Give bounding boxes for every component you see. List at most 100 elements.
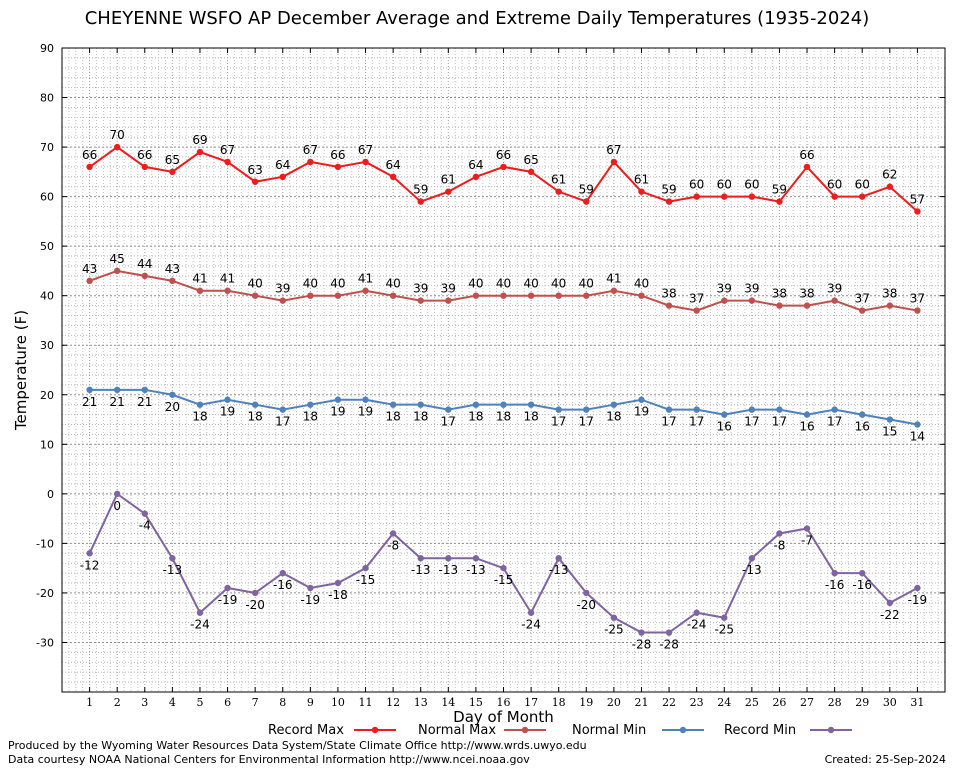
normal-min-point <box>362 396 369 403</box>
record-max-data-label: 64 <box>385 158 400 172</box>
record-max-data-label: 60 <box>855 178 870 192</box>
x-tick-label: 13 <box>414 696 428 709</box>
record-min-data-label: -22 <box>880 608 900 622</box>
record-min-point <box>527 609 535 616</box>
record-min-data-label: -19 <box>908 593 928 607</box>
record-max-point <box>307 158 314 166</box>
record-min-point <box>334 579 342 587</box>
normal-min-data-label: 18 <box>413 410 428 424</box>
record-max-point <box>886 183 894 190</box>
normal-min-data-label: 18 <box>385 410 400 424</box>
record-min-point <box>472 555 480 562</box>
normal-min-point <box>914 421 921 428</box>
record-max-data-label: 65 <box>165 153 180 167</box>
record-max-point <box>776 198 783 205</box>
normal-min-data-label: 16 <box>717 420 732 434</box>
record-max-point <box>334 163 342 171</box>
normal-min-point <box>886 416 894 423</box>
normal-max-point <box>555 292 562 299</box>
record-max-point <box>141 163 148 171</box>
normal-max-point <box>224 287 231 294</box>
record-max-data-label: 66 <box>330 148 345 162</box>
record-min-data-label: -7 <box>801 534 813 548</box>
record-min-point <box>307 584 314 592</box>
record-max-point <box>665 198 673 205</box>
record-max-point <box>169 168 176 176</box>
y-tick-label: -20 <box>36 587 54 600</box>
record-max-data-label: 67 <box>606 143 621 157</box>
record-min-point <box>638 629 645 636</box>
normal-max-point <box>500 292 507 299</box>
normal-max-data-label: 40 <box>385 277 400 291</box>
record-min-data-label: -16 <box>825 578 845 592</box>
normal-max-data-label: 39 <box>275 282 290 296</box>
normal-min-data-label: 18 <box>523 410 538 424</box>
normal-min-data-label: 14 <box>910 429 925 443</box>
normal-max-point <box>610 287 618 294</box>
normal-min-data-label: 21 <box>110 395 125 409</box>
record-min-data-label: -28 <box>632 638 652 652</box>
y-tick-label: 90 <box>40 42 54 55</box>
normal-max-point <box>638 292 645 299</box>
normal-max-point <box>196 287 204 294</box>
record-min-data-label: -4 <box>139 519 151 533</box>
normal-min-data-label: 17 <box>827 415 842 429</box>
legend-label-record-min: Record Min <box>724 723 796 738</box>
x-tick-label: 22 <box>662 696 676 709</box>
record-min-data-label: -8 <box>387 538 399 552</box>
record-min-point <box>196 609 204 616</box>
normal-min-data-label: 20 <box>165 400 180 414</box>
record-max-data-label: 60 <box>689 178 704 192</box>
x-tick-label: 9 <box>307 696 314 709</box>
normal-min-point <box>334 396 342 403</box>
y-tick-label: 50 <box>40 240 54 253</box>
normal-min-data-label: 21 <box>137 395 152 409</box>
normal-max-point <box>307 292 314 299</box>
record-min-data-label: -24 <box>687 618 707 632</box>
record-min-data-label: -13 <box>163 563 183 577</box>
normal-max-point <box>362 287 369 294</box>
normal-max-data-label: 38 <box>882 287 897 301</box>
normal-min-data-label: 18 <box>303 410 318 424</box>
normal-max-data-label: 40 <box>248 277 263 291</box>
x-tick-label: 1 <box>86 696 93 709</box>
normal-min-data-label: 17 <box>275 415 290 429</box>
normal-max-point <box>776 302 783 309</box>
normal-min-point <box>389 401 397 408</box>
record-min-data-label: -25 <box>604 623 624 637</box>
normal-min-point <box>279 406 286 413</box>
record-max-data-label: 64 <box>275 158 290 172</box>
normal-max-point <box>748 297 756 304</box>
normal-max-data-label: 40 <box>551 277 566 291</box>
created-date: Created: 25-Sep-2024 <box>824 753 946 766</box>
record-max-data-label: 62 <box>882 168 897 182</box>
record-min-data-label: -13 <box>742 563 762 577</box>
record-max-point <box>803 163 811 171</box>
record-min-point <box>279 569 286 577</box>
x-tick-label: 18 <box>552 696 566 709</box>
normal-max-data-label: 37 <box>855 292 870 306</box>
normal-min-point <box>859 411 866 418</box>
normal-max-data-label: 40 <box>303 277 318 291</box>
record-max-data-label: 66 <box>799 148 814 162</box>
normal-max-point <box>86 277 93 285</box>
normal-min-data-label: 18 <box>606 410 621 424</box>
x-tick-label: 17 <box>524 696 538 709</box>
record-max-point <box>859 193 866 200</box>
normal-min-data-label: 17 <box>579 415 594 429</box>
x-tick-label: 3 <box>141 696 148 709</box>
normal-min-point <box>224 396 231 403</box>
record-min-point <box>417 555 424 562</box>
normal-min-point <box>803 411 811 418</box>
normal-min-point <box>169 391 176 398</box>
record-min-point <box>693 609 700 616</box>
normal-min-data-label: 18 <box>496 410 511 424</box>
record-min-data-label: -24 <box>190 618 210 632</box>
record-max-data-label: 60 <box>717 178 732 192</box>
y-tick-label: -10 <box>36 537 54 550</box>
record-min-data-label: -19 <box>301 593 321 607</box>
x-tick-label: 31 <box>910 696 924 709</box>
record-max-point <box>527 168 535 176</box>
normal-max-point <box>886 302 894 309</box>
record-min-point <box>555 555 562 562</box>
